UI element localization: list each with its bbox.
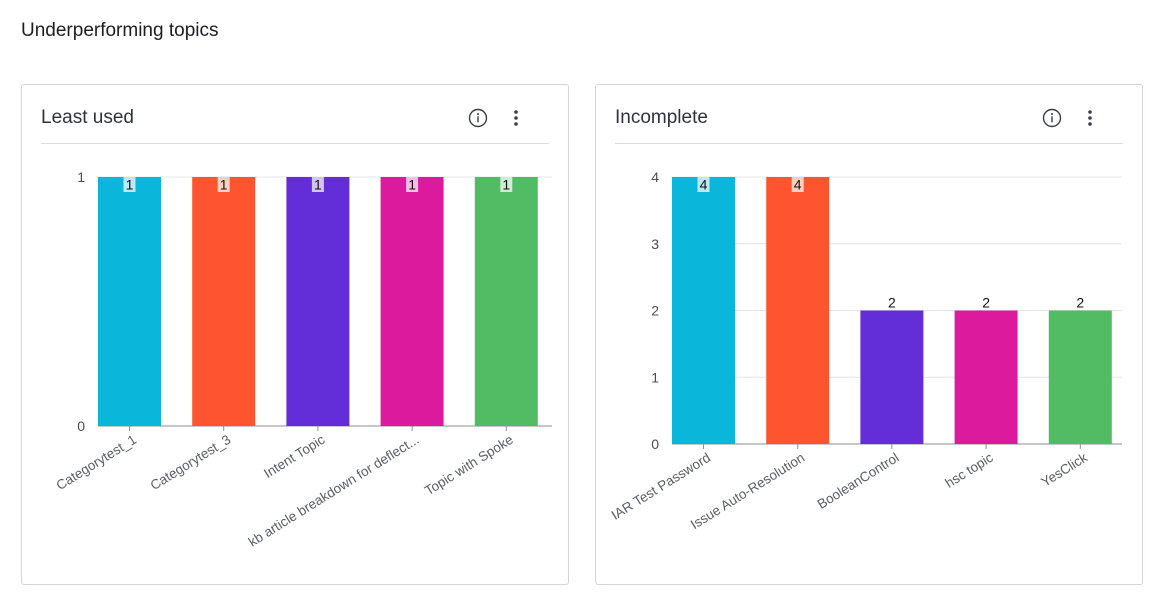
y-tick-label: 1 [77,169,85,185]
info-icon[interactable] [467,107,489,129]
card-title: Least used [41,107,134,128]
x-category-label: Topic with Spoke [422,432,516,498]
x-category-label: YesClick [1038,450,1090,490]
data-label-bg [697,177,710,192]
data-label: 4 [794,177,802,193]
x-category-label: Categorytest_3 [148,432,234,493]
x-category-label: kb article breakdown for deflect... [246,432,422,550]
y-tick-label: 0 [651,436,659,452]
bar [192,177,256,426]
incomplete-card: Incomplete 0 1 2 3 4 4 IAR Test Password 4 Issue… [595,84,1143,585]
card-header: Incomplete [615,85,1123,144]
bar [380,177,444,426]
y-tick-label: 4 [651,169,659,185]
data-label: 1 [220,177,228,193]
data-label: 2 [982,295,990,311]
data-label-bg [406,177,419,192]
data-label: 1 [314,177,322,193]
data-label-bg [791,177,804,192]
y-tick-label: 1 [651,369,659,385]
more-vertical-icon[interactable] [1079,107,1101,129]
bar [672,177,735,444]
data-label-bg [123,177,136,192]
y-tick-label: 0 [77,418,85,434]
card-header: Least used [41,85,549,144]
bar [766,177,830,444]
bar [1048,310,1112,444]
data-label: 2 [1076,295,1084,311]
bar [860,310,924,444]
least-used-bar-chart: 0 1 1 Categorytest_1 1 Categorytest_3 1 Intent … [53,169,552,550]
x-category-label: Categorytest_1 [53,432,139,493]
data-label: 2 [888,295,896,311]
x-category-label: IAR Test Password [609,450,713,523]
y-tick-label: 2 [651,303,659,319]
data-label: 1 [126,177,134,193]
least-used-card: Least used 0 1 1 Categorytest_1 1 Categorytes… [21,84,569,585]
card-title: Incomplete [615,107,708,128]
bar [98,177,161,426]
more-vertical-icon[interactable] [505,107,527,129]
y-tick-label: 3 [651,236,659,252]
bar [474,177,538,426]
data-label: 1 [408,177,416,193]
bar [954,310,1018,444]
data-label: 1 [502,177,510,193]
page-title: Underperforming topics [21,20,219,41]
x-category-label: Intent Topic [261,432,328,481]
data-label-bg [311,177,324,192]
data-label-bg [217,177,230,192]
x-category-label: hsc topic [943,450,996,491]
bar [286,177,350,426]
info-icon[interactable] [1041,107,1063,129]
data-label: 4 [700,177,708,193]
x-category-label: BooleanControl [815,450,902,512]
data-label-bg [500,177,513,192]
